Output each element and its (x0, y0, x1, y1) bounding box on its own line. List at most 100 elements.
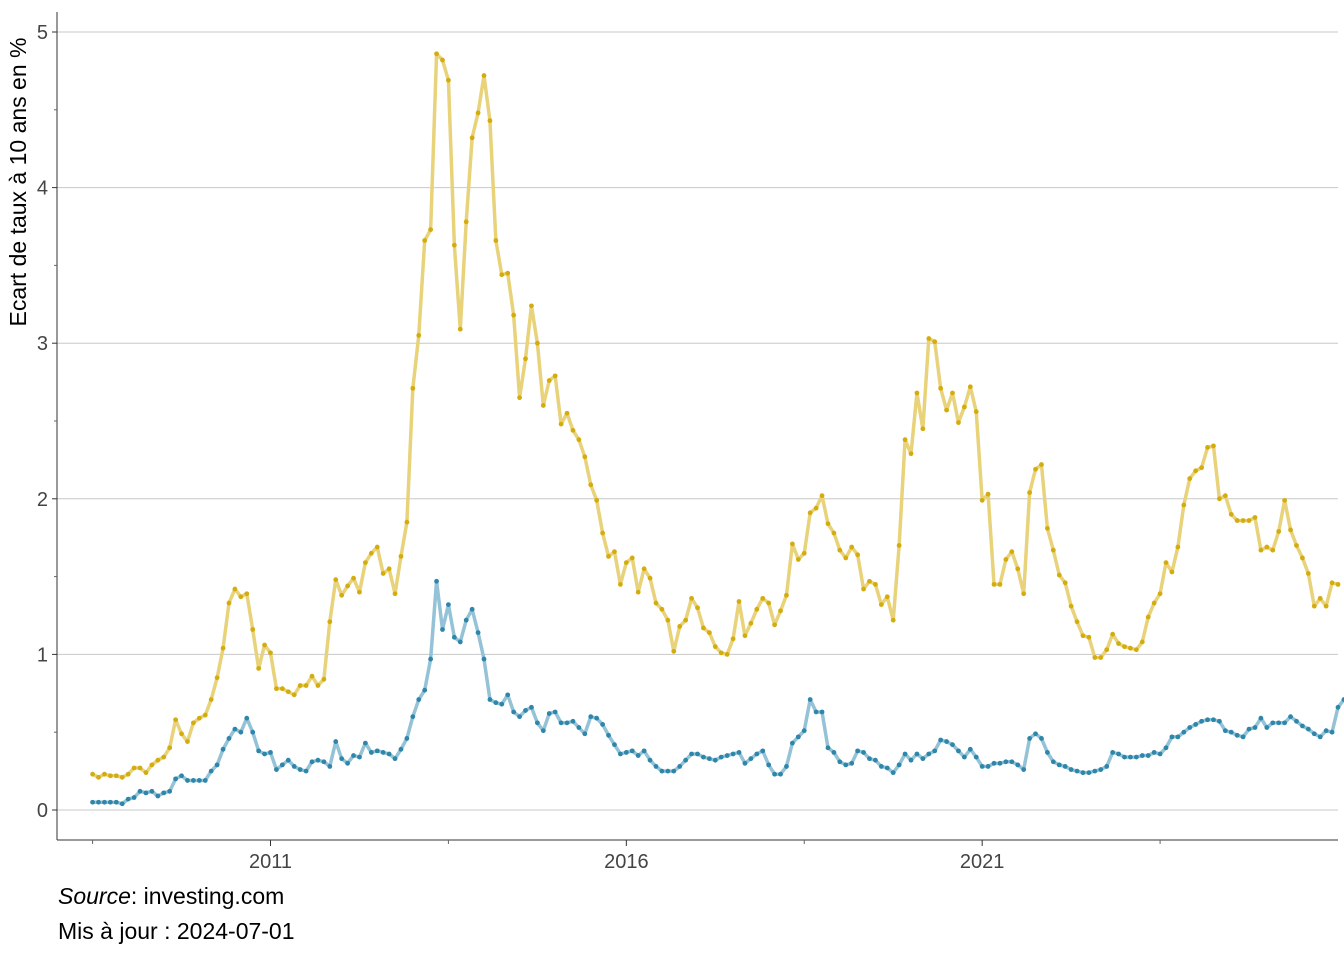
data-point-series-2 (576, 725, 582, 730)
data-point-series-1 (938, 385, 944, 391)
data-point-series-1 (689, 595, 694, 601)
data-point-series-1 (244, 591, 250, 597)
data-point-series-2 (789, 740, 795, 746)
data-point-series-1 (1003, 557, 1009, 562)
y-tick-label: 2 (37, 489, 48, 511)
data-point-series-1 (90, 771, 95, 777)
data-point-series-2 (1169, 734, 1175, 740)
data-point-series-1 (191, 720, 196, 726)
data-point-series-1 (576, 437, 582, 443)
x-tick-label: 2011 (249, 851, 292, 873)
data-point-series-1 (351, 575, 356, 581)
data-point-series-2 (1216, 718, 1222, 724)
data-point-series-1 (1258, 547, 1264, 553)
data-point-series-1 (1027, 490, 1033, 495)
data-point-series-2 (944, 739, 949, 744)
data-point-series-1 (149, 762, 155, 768)
data-point-series-2 (1264, 725, 1270, 730)
source-value: : investing.com (130, 883, 285, 909)
data-point-series-2 (333, 739, 339, 744)
data-point-series-2 (926, 751, 932, 757)
data-point-series-2 (1080, 770, 1086, 776)
data-point-series-1 (635, 589, 641, 595)
data-point-series-1 (706, 630, 712, 636)
y-tick-label: 3 (37, 333, 48, 355)
data-point-series-1 (908, 451, 914, 457)
data-point-series-1 (1282, 497, 1288, 503)
data-point-series-2 (855, 748, 861, 754)
data-point-series-1 (238, 594, 244, 600)
data-point-series-1 (825, 521, 831, 527)
data-point-series-2 (1240, 734, 1246, 740)
data-point-series-2 (701, 754, 706, 760)
data-point-series-1 (285, 689, 291, 695)
data-point-series-1 (214, 675, 220, 681)
data-point-series-2 (718, 754, 724, 760)
data-point-series-1 (1080, 633, 1086, 639)
y-axis-label: Ecart de taux à 10 ans en % (5, 38, 31, 327)
data-point-series-2 (345, 760, 350, 766)
data-point-series-2 (772, 771, 777, 777)
data-point-series-1 (499, 272, 505, 278)
data-point-series-2 (1104, 764, 1110, 769)
source-note: Source: investing.com (58, 883, 284, 910)
data-point-series-2 (819, 709, 825, 715)
data-point-series-1 (1276, 529, 1282, 534)
data-point-series-1 (1086, 634, 1092, 640)
data-point-series-1 (268, 650, 273, 656)
data-point-series-1 (368, 550, 374, 556)
data-point-series-1 (143, 770, 149, 776)
data-point-series-2 (1086, 770, 1092, 776)
data-point-series-2 (600, 722, 606, 727)
data-point-series-1 (1062, 580, 1068, 586)
data-point-series-1 (653, 600, 659, 606)
data-point-series-2 (973, 754, 979, 760)
data-point-series-1 (446, 77, 451, 83)
data-point-series-1 (416, 333, 422, 338)
data-point-series-1 (410, 385, 416, 391)
data-point-series-2 (552, 709, 558, 715)
data-point-series-1 (665, 617, 671, 623)
data-point-series-1 (345, 583, 350, 589)
data-point-series-1 (1294, 543, 1299, 548)
data-point-series-2 (641, 748, 647, 754)
data-point-series-2 (778, 771, 783, 777)
data-point-series-2 (1074, 768, 1080, 774)
data-point-series-2 (695, 751, 700, 757)
data-point-series-2 (214, 762, 220, 768)
data-point-series-2 (386, 751, 392, 757)
data-point-series-2 (659, 768, 665, 774)
data-point-series-1 (1199, 465, 1204, 471)
data-point-series-1 (1187, 476, 1193, 481)
data-point-series-1 (1015, 566, 1021, 572)
data-point-series-1 (807, 510, 813, 516)
x-ticks: 2011 2016 2021 (92, 840, 1161, 873)
data-point-series-1 (961, 404, 967, 410)
data-point-series-1 (1056, 572, 1062, 578)
data-point-series-2 (884, 765, 890, 771)
data-point-series-2 (1062, 764, 1068, 769)
data-point-series-2 (985, 764, 991, 769)
data-point-series-2 (220, 746, 226, 752)
data-point-series-2 (440, 627, 445, 632)
data-point-series-2 (932, 748, 938, 754)
series-group (90, 51, 1344, 807)
data-point-series-1 (1116, 641, 1121, 646)
data-point-series-1 (179, 731, 184, 737)
data-point-series-2 (1282, 720, 1288, 726)
data-point-series-2 (1151, 750, 1157, 755)
data-point-series-2 (1258, 715, 1264, 721)
data-point-series-1 (766, 600, 772, 606)
data-point-series-2 (1288, 714, 1293, 720)
data-point-series-2 (398, 746, 404, 752)
data-point-series-1 (102, 771, 107, 777)
data-point-series-1 (392, 591, 398, 597)
data-point-series-2 (416, 697, 422, 702)
data-point-series-2 (1033, 731, 1038, 737)
data-point-series-1 (339, 592, 345, 598)
data-point-series-2 (582, 731, 588, 737)
data-point-series-2 (315, 757, 321, 763)
data-point-series-2 (481, 656, 487, 662)
data-point-series-1 (1039, 462, 1044, 467)
data-point-series-2 (1092, 768, 1098, 774)
